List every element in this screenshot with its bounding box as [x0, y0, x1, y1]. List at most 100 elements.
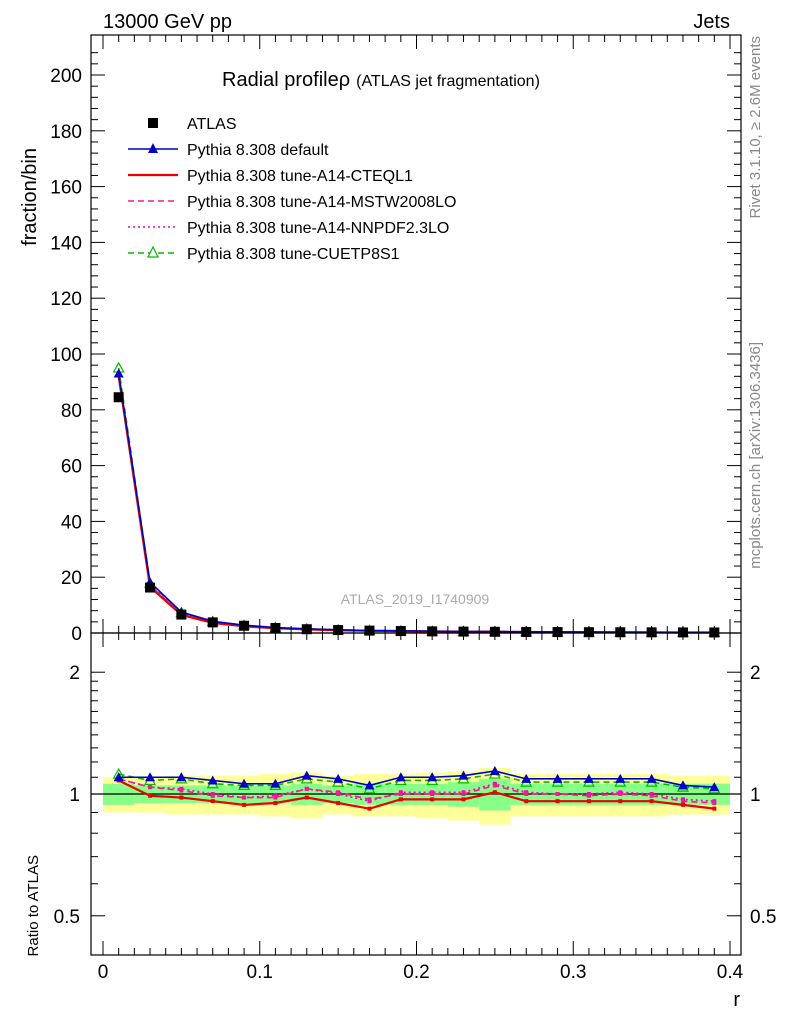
- ratio-marker-pythia-8-308-default: [521, 773, 532, 783]
- legend-swatch: [148, 118, 158, 128]
- ratio-marker-pythia-8-308-tune-a14-mstw2008lo: [461, 792, 466, 796]
- legend-label: Pythia 8.308 default: [187, 142, 329, 159]
- main-y-tick-label: 100: [50, 345, 82, 366]
- ratio-y-axis-label: Ratio to ATLAS: [25, 855, 42, 956]
- ratio-marker-pythia-8-308-tune-a14-cteql1: [680, 802, 685, 807]
- ratio-line-pythia-8-308-default: [118, 770, 715, 788]
- ratio-marker-pythia-8-308-tune-a14-cteql1: [492, 790, 497, 795]
- ratio-marker-pythia-8-308-default: [489, 765, 500, 775]
- main-y-tick-label: 200: [50, 66, 82, 87]
- ratio-marker-pythia-8-308-default: [677, 780, 688, 790]
- ratio-marker-pythia-8-308-tune-a14-mstw2008lo: [336, 790, 341, 795]
- main-y-tick-label: 40: [61, 512, 82, 533]
- legend-label: Pythia 8.308 tune-A14-CTEQL1: [187, 168, 413, 185]
- ratio-marker-pythia-8-308-tune-a14-cteql1: [618, 799, 623, 804]
- ratio-marker-pythia-8-308-default: [395, 772, 406, 782]
- x-tick-label: 0.2: [403, 962, 429, 983]
- ratio-marker-pythia-8-308-tune-a14-mstw2008lo: [430, 792, 435, 796]
- ratio-marker-pythia-8-308-tune-a14-mstw2008lo: [586, 793, 591, 798]
- main-y-tick-label: 0: [71, 624, 82, 645]
- ratio-y-tick-label-right: 1: [750, 785, 761, 806]
- ratio-marker-pythia-8-308-tune-a14-mstw2008lo: [179, 788, 184, 793]
- analysis-watermark: ATLAS_2019_I1740909: [341, 591, 490, 607]
- ratio-marker-pythia-8-308-tune-a14-mstw2008lo: [524, 792, 529, 796]
- main-y-tick-label: 120: [50, 289, 82, 310]
- ratio-y-tick-label: 2: [69, 663, 80, 684]
- legend-item-pythia-8-308-tune-a14-mstw2008lo: Pythia 8.308 tune-A14-MSTW2008LO: [128, 194, 456, 211]
- ratio-marker-pythia-8-308-tune-a14-cteql1: [649, 799, 654, 804]
- legend-item-pythia-8-308-default: Pythia 8.308 default: [128, 142, 329, 159]
- ratio-marker-pythia-8-308-tune-a14-mstw2008lo: [367, 797, 372, 802]
- main-y-tick-label: 140: [50, 233, 82, 254]
- ratio-marker-pythia-8-308-tune-a14-mstw2008lo: [210, 793, 215, 798]
- ratio-marker-pythia-8-308-tune-a14-mstw2008lo: [649, 793, 654, 798]
- ratio-marker-pythia-8-308-default: [301, 770, 312, 780]
- ratio-marker-pythia-8-308-default: [709, 782, 720, 792]
- ratio-marker-pythia-8-308-default: [552, 773, 563, 783]
- ratio-line-pythia-8-308-tune-a14-nnpdf2-3lo: [118, 778, 715, 802]
- plot-title: Radial profileρ (ATLAS jet fragmentation): [222, 69, 540, 91]
- ratio-marker-pythia-8-308-tune-a14-cteql1: [148, 793, 153, 798]
- legend-marker: [147, 245, 159, 258]
- ratio-marker-pythia-8-308-default: [583, 773, 594, 783]
- legend: ATLAS Pythia 8.308 default Pythia 8.308 tu…: [128, 116, 456, 263]
- ratio-marker-pythia-8-308-default: [333, 773, 344, 783]
- main-marker-pythia-8-308-default: [113, 368, 124, 378]
- main-point-atlas: [239, 620, 250, 631]
- ratio-marker-pythia-8-308-tune-a14-mstw2008lo: [492, 783, 497, 788]
- ratio-marker-pythia-8-308-tune-a14-mstw2008lo: [148, 785, 153, 790]
- header-left: 13000 GeV pp: [103, 11, 232, 33]
- ratio-marker-pythia-8-308-tune-a14-cteql1: [304, 795, 309, 800]
- ratio-line-pythia-8-308-tune-a14-mstw2008lo: [118, 778, 715, 804]
- ratio-marker-pythia-8-308-tune-a14-mstw2008lo: [555, 792, 560, 796]
- legend-item-atlas: ATLAS: [148, 116, 237, 133]
- ratio-marker-pythia-8-308-tune-a14-mstw2008lo: [618, 792, 623, 796]
- x-tick-label: 0.3: [560, 962, 586, 983]
- ratio-marker-pythia-8-308-default: [239, 778, 250, 788]
- ratio-marker-pythia-8-308-default: [145, 772, 156, 782]
- legend-label: Pythia 8.308 tune-CUETP8S1: [187, 246, 400, 263]
- header-right: Jets: [693, 11, 730, 33]
- ratio-y-tick-label-right: 2: [750, 663, 761, 684]
- ratio-marker-pythia-8-308-tune-a14-cteql1: [367, 806, 372, 811]
- ratio-marker-pythia-8-308-default: [427, 772, 438, 782]
- series-layer: [112, 361, 721, 811]
- ratio-marker-pythia-8-308-default: [615, 773, 626, 783]
- legend-marker: [148, 143, 158, 153]
- ratio-marker-pythia-8-308-tune-a14-mstw2008lo: [273, 795, 278, 800]
- ratio-marker-pythia-8-308-default: [270, 778, 281, 788]
- ratio-marker-pythia-8-308-default: [176, 772, 187, 782]
- axis-ticks: [91, 35, 741, 955]
- main-point-atlas: [145, 582, 156, 593]
- ratio-marker-pythia-8-308-default: [646, 773, 657, 783]
- ratio-marker-pythia-8-308-tune-a14-mstw2008lo: [398, 792, 403, 796]
- main-y-tick-label: 80: [61, 401, 82, 422]
- ratio-marker-pythia-8-308-tune-a14-mstw2008lo: [304, 786, 309, 791]
- ratio-marker-pythia-8-308-tune-a14-mstw2008lo: [242, 795, 247, 800]
- uncertainty-bands: [103, 767, 730, 825]
- x-tick-label: 0.4: [717, 962, 744, 983]
- ratio-marker-pythia-8-308-tune-a14-cteql1: [586, 799, 591, 804]
- plot-title-main: Radial profileρ: [222, 69, 350, 91]
- x-axis-label: r: [733, 989, 740, 1011]
- ratio-marker-pythia-8-308-default: [113, 772, 124, 782]
- legend-label: Pythia 8.308 tune-A14-MSTW2008LO: [187, 194, 456, 211]
- ratio-marker-pythia-8-308-tune-a14-cteql1: [430, 797, 435, 802]
- ratio-marker-pythia-8-308-tune-a14-cteql1: [712, 806, 717, 811]
- ratio-marker-pythia-8-308-default: [364, 780, 375, 790]
- main-point-atlas: [207, 617, 218, 628]
- x-tick-label: 0.1: [247, 962, 273, 983]
- ratio-line-pythia-8-308-tune-cuetp8s1: [118, 773, 715, 790]
- main-y-tick-label: 160: [50, 178, 82, 199]
- main-y-tick-label: 20: [61, 568, 82, 589]
- main-y-tick-label: 60: [61, 457, 82, 478]
- mcplots-reference-label: mcplots.cern.ch [arXiv:1306.3436]: [747, 342, 764, 569]
- ratio-y-tick-label: 0.5: [54, 907, 80, 928]
- legend-label: Pythia 8.308 tune-A14-NNPDF2.3LO: [187, 220, 449, 237]
- ratio-y-tick-label: 1: [69, 785, 80, 806]
- ratio-line-pythia-8-308-tune-a14-cteql1: [118, 779, 715, 810]
- ratio-y-tick-label-right: 0.5: [750, 907, 776, 928]
- legend-item-pythia-8-308-tune-a14-nnpdf2-3lo: Pythia 8.308 tune-A14-NNPDF2.3LO: [128, 220, 449, 237]
